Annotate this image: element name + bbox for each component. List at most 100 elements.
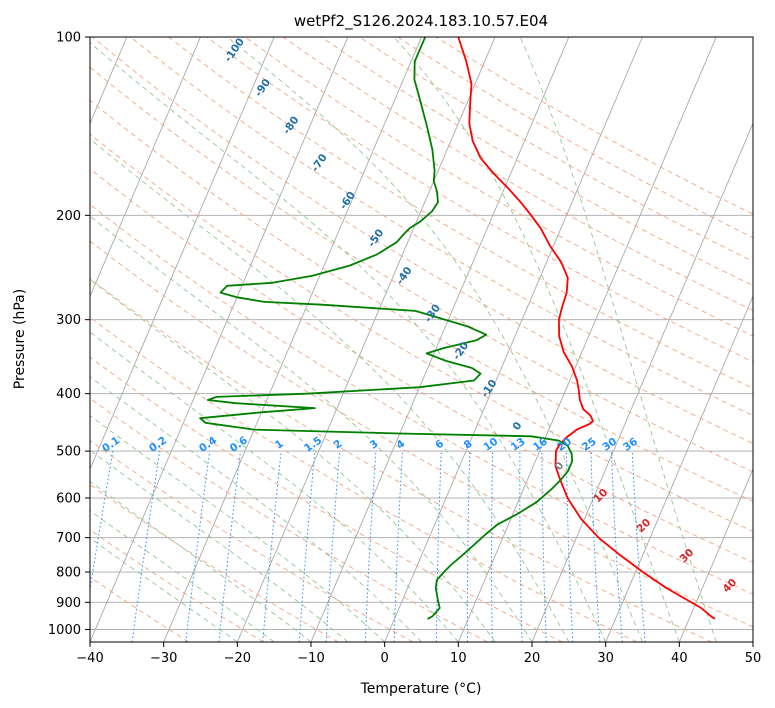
y-axis-title: Pressure (hPa) [12,289,28,389]
moist-adiabat-line [90,331,459,642]
isotherm-line [236,37,496,642]
dry-adiabat-label: 40 [720,576,739,595]
isotherm-line [384,37,643,642]
moist-adiabat-line [90,449,349,642]
dry-adiabat-line [130,37,753,417]
isotherm-line [90,37,201,298]
y-tick-label: 900 [56,596,81,611]
mixing-ratio-line [435,451,442,642]
moist-adiabat-line [90,42,607,642]
mixing-ratio-label: 0.6 [228,434,250,455]
mixing-ratio-line [519,451,523,642]
dry-adiabat-line [92,37,753,444]
dry-adiabat-line [90,356,563,642]
moist-adiabat-line [393,37,680,642]
x-tick-label: 30 [597,651,614,666]
dry-adiabat-line [282,37,753,311]
moist-adiabat-line [90,537,238,642]
y-tick-label: 100 [56,31,81,46]
isotherm-line [163,37,422,642]
dry-adiabat-line [206,37,753,363]
mixing-ratio-label: 3 [368,438,381,452]
temperature-profile-line [457,37,716,620]
isotherm-line [0,10,65,642]
mixing-ratio-label: 4 [394,438,407,452]
y-tick-label: 700 [56,531,81,546]
dry-adiabat-line [90,133,753,532]
plot-frame [89,36,754,643]
mixing-ratio-line [90,451,114,593]
y-tick-label: 800 [56,566,81,581]
moist-adiabat-line [227,37,643,642]
y-tick-label: 1000 [48,623,81,638]
x-axis-title: Temperature (°C) [360,681,482,697]
x-tick-label: −30 [150,651,177,666]
grid-layer [0,10,753,642]
y-tick-label: 400 [56,387,81,402]
moist-adiabat-line [519,37,717,642]
isotherm-line [531,122,753,642]
moist-adiabat-line [90,415,385,642]
moist-adiabat-line [90,510,275,642]
mixing-ratio-line [565,451,574,642]
moist-adiabat-line [90,480,312,642]
mixing-ratio-label: 6 [433,438,446,452]
mixing-ratio-line [491,451,494,642]
dewpoint-profile-line [199,37,574,620]
dry-adiabat-line [90,316,638,642]
dry-adiabat-line [90,483,339,642]
chart-title: wetPf2_S126.2024.183.10.57.E04 [294,12,548,31]
moist-adiabat-label: -30 [422,302,443,324]
mixing-ratio-label: 2 [332,438,345,452]
dry-adiabat-line [90,240,753,628]
isotherm-line [752,640,753,642]
moist-adiabat-label: -100 [222,36,247,64]
series-layer [199,37,716,620]
y-tick-label: 300 [56,313,81,328]
mixing-ratio-line [131,451,161,642]
moist-adiabat-label: 0 [511,420,525,433]
y-tick-label: 200 [56,209,81,224]
moist-adiabat-label: -70 [309,152,330,174]
mixing-ratio-line [631,451,646,642]
dry-adiabat-line [90,440,414,642]
x-tick-label: 20 [524,651,541,666]
dry-adiabat-label: 20 [634,516,653,535]
mixing-ratio-label: 1 [273,438,286,452]
mixing-ratio-line [364,451,377,642]
x-tick-label: 10 [450,651,467,666]
isotherm-line [605,295,753,642]
axes: −40 −30 −20 −10 0 10 20 30 40 5010020030040050060… [48,31,761,667]
moist-adiabat-label: -80 [281,114,302,136]
moist-adiabat-label: -20 [451,340,472,362]
dry-adiabat-line [90,203,753,595]
y-tick-label: 600 [56,492,81,507]
mixing-ratio-line [185,451,211,642]
isotherm-line [457,37,717,642]
mixing-ratio-line [262,451,282,642]
mixing-ratio-label: 1.5 [302,434,324,455]
curve-labels: 0.1 0.2 0.4 0.6 1 1.5 2 3 4 6 8 10 13 16 20 25 30 36-100-… [100,36,739,595]
mixing-ratio-label: 0.2 [147,434,169,455]
dry-adiabat-line [90,529,264,642]
moist-adiabat-label: -50 [366,227,387,249]
dry-adiabat-label: 30 [677,546,696,565]
mixing-ratio-line [298,451,316,642]
dry-adiabat-line [359,37,753,262]
x-tick-label: 50 [745,651,762,666]
moist-adiabat-line [90,376,422,642]
dry-adiabat-line [90,66,753,473]
x-tick-label: −20 [224,651,251,666]
dry-adiabat-line [90,278,712,642]
isotherm-line [90,37,128,125]
x-tick-label: −40 [76,651,103,666]
moist-adiabat-line [90,215,533,642]
dry-adiabat-line [90,397,488,642]
mixing-ratio-label: 0.4 [197,434,219,455]
mixing-ratio-line [218,451,241,642]
dry-adiabat-line [90,168,753,563]
x-tick-label: −10 [297,651,324,666]
moist-adiabat-label: -10 [479,377,500,399]
isotherm-line [310,37,570,642]
